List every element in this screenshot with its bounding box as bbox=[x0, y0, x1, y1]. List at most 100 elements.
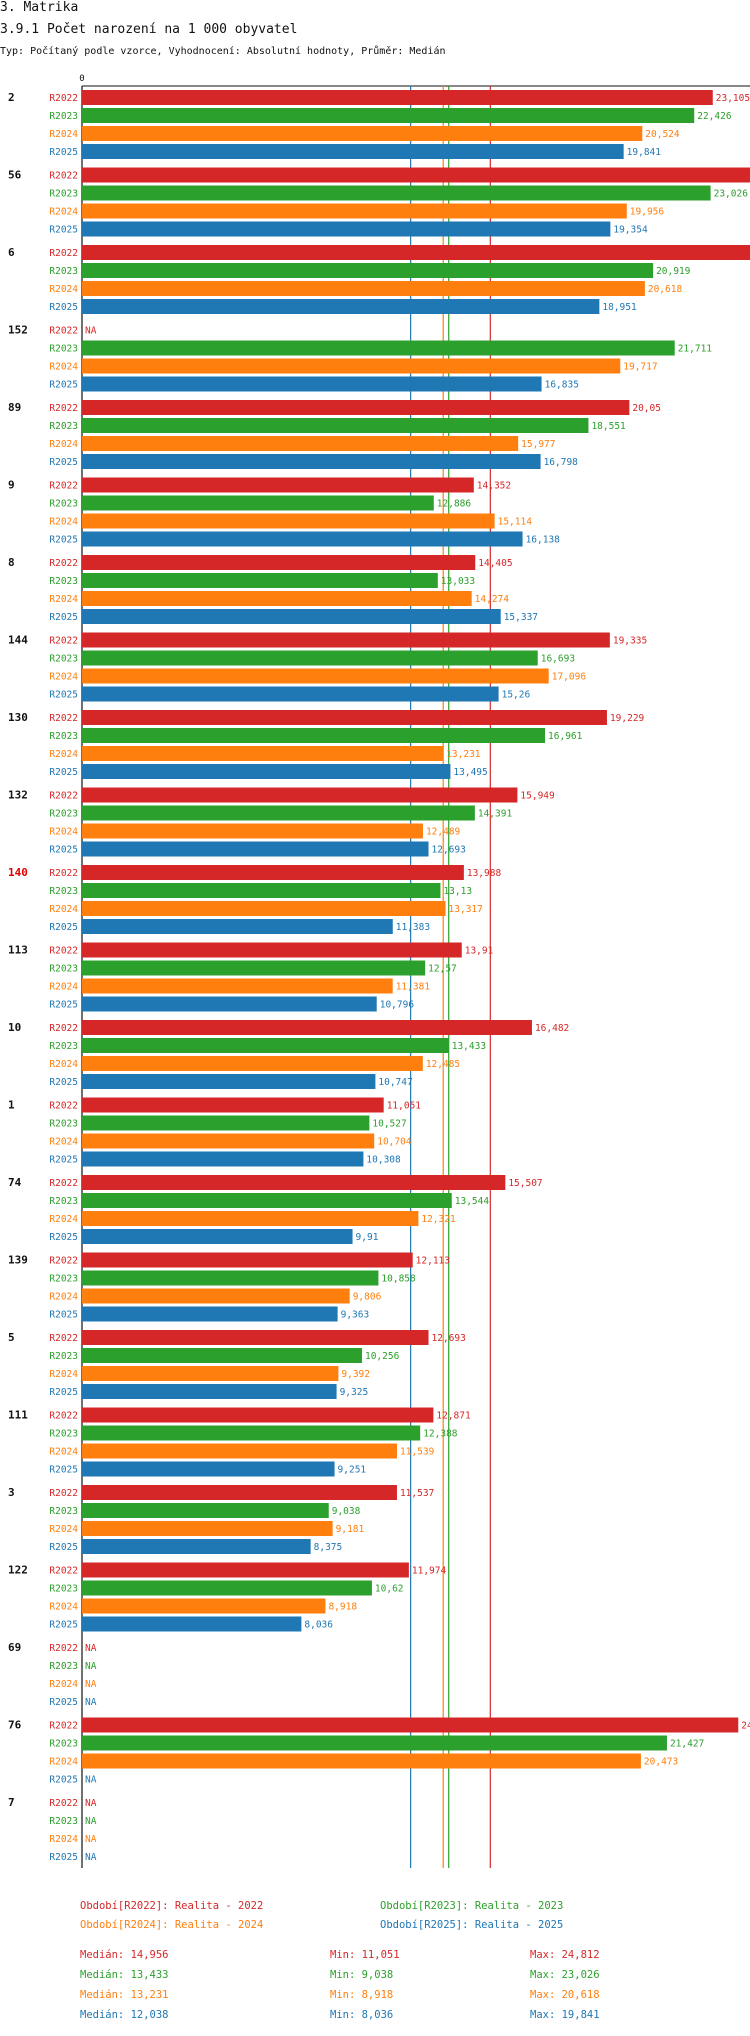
data-label: 23,105 bbox=[716, 93, 750, 104]
bar bbox=[82, 1616, 302, 1632]
series-label: R2022 bbox=[49, 171, 78, 182]
group-label: 152 bbox=[8, 324, 28, 337]
na-label: NA bbox=[85, 1852, 97, 1863]
na-label: NA bbox=[85, 1834, 97, 1845]
group-label: 5 bbox=[8, 1331, 15, 1344]
group-label: 76 bbox=[8, 1719, 22, 1732]
series-label: R2024 bbox=[49, 982, 78, 993]
series-label: R2024 bbox=[49, 439, 78, 450]
group-label: 9 bbox=[8, 479, 15, 492]
bar bbox=[82, 1133, 375, 1149]
data-label: 14,274 bbox=[475, 594, 510, 605]
bar bbox=[82, 1229, 353, 1244]
group-label: 89 bbox=[8, 401, 21, 414]
legend-max: Max: 19,841 bbox=[530, 2009, 600, 2021]
group-label: 74 bbox=[8, 1176, 22, 1189]
bar bbox=[82, 865, 464, 880]
bar bbox=[82, 883, 441, 898]
series-label: R2025 bbox=[49, 225, 78, 236]
bar bbox=[82, 1407, 434, 1423]
group-label: 6 bbox=[8, 246, 15, 259]
series-label: R2023 bbox=[49, 1661, 78, 1672]
bar bbox=[82, 668, 549, 684]
series-label: R2025 bbox=[49, 1077, 78, 1088]
series-label: R2025 bbox=[49, 457, 78, 468]
group-label: 8 bbox=[8, 556, 15, 569]
bar bbox=[82, 513, 495, 529]
data-label: 9,181 bbox=[336, 1524, 365, 1535]
bar bbox=[82, 1503, 329, 1518]
data-label: 15,507 bbox=[508, 1178, 542, 1189]
bar bbox=[82, 650, 538, 666]
data-label: 10,62 bbox=[375, 1584, 404, 1595]
bar bbox=[82, 996, 377, 1012]
legend-period: Období[R2025]: Realita - 2025 bbox=[380, 1919, 564, 1931]
series-label: R2025 bbox=[49, 1310, 78, 1321]
data-label: 18,551 bbox=[591, 421, 626, 432]
bar bbox=[82, 1288, 350, 1304]
series-label: R2022 bbox=[49, 791, 78, 802]
data-label: 20,473 bbox=[644, 1757, 678, 1768]
legend-period: Období[R2024]: Realita - 2024 bbox=[80, 1919, 264, 1931]
group-label: 2 bbox=[8, 91, 15, 104]
data-label: 9,806 bbox=[353, 1292, 382, 1303]
data-label: 15,26 bbox=[502, 690, 531, 701]
series-label: R2025 bbox=[49, 302, 78, 313]
bar bbox=[82, 901, 446, 916]
data-label: 11,537 bbox=[400, 1488, 434, 1499]
group-label: 139 bbox=[8, 1254, 28, 1267]
data-label: 9,251 bbox=[338, 1465, 367, 1476]
bar bbox=[82, 1175, 506, 1190]
data-label: 19,354 bbox=[613, 225, 648, 236]
series-label: R2025 bbox=[49, 612, 78, 623]
series-label: R2025 bbox=[49, 845, 78, 856]
bar bbox=[82, 1753, 641, 1769]
series-label: R2024 bbox=[49, 1834, 78, 1845]
data-label: 16,835 bbox=[545, 380, 579, 391]
series-label: R2023 bbox=[49, 886, 78, 897]
legend-min: Min: 11,051 bbox=[330, 1949, 400, 1961]
data-label: 16,482 bbox=[535, 1023, 569, 1034]
data-label: 15,114 bbox=[498, 517, 533, 528]
series-label: R2025 bbox=[49, 1775, 78, 1786]
data-label: 12,886 bbox=[437, 499, 472, 510]
series-label: R2023 bbox=[49, 421, 78, 432]
bar bbox=[82, 281, 645, 296]
series-label: R2022 bbox=[49, 558, 78, 569]
series-label: R2024 bbox=[49, 1214, 78, 1225]
bar bbox=[82, 1735, 667, 1751]
data-label: 14,391 bbox=[478, 809, 513, 820]
data-label: 13,988 bbox=[467, 868, 502, 879]
bar bbox=[82, 299, 600, 314]
group-label: 144 bbox=[8, 634, 28, 647]
bar bbox=[82, 454, 541, 469]
series-label: R2024 bbox=[49, 904, 78, 915]
series-label: R2025 bbox=[49, 1387, 78, 1398]
legend-median: Medián: 13,433 bbox=[80, 1969, 169, 1981]
data-label: 12,489 bbox=[426, 827, 461, 838]
data-label: 11,381 bbox=[396, 982, 431, 993]
series-label: R2025 bbox=[49, 380, 78, 391]
bar bbox=[82, 609, 501, 624]
bar bbox=[82, 764, 451, 779]
bar-chart: 0 2 R2022 23,105 R2023 22,426 R2024 20,524 R2025… bbox=[8, 74, 750, 1868]
bar bbox=[82, 1193, 452, 1208]
data-label: 8,375 bbox=[314, 1542, 343, 1553]
legend-min: Min: 8,036 bbox=[330, 2009, 394, 2021]
bar bbox=[82, 245, 750, 260]
data-label: 14,352 bbox=[477, 481, 511, 492]
bar bbox=[82, 960, 426, 976]
group-label: 130 bbox=[8, 711, 28, 724]
bar bbox=[82, 1443, 398, 1459]
data-label: 13,033 bbox=[441, 576, 475, 587]
bar bbox=[82, 942, 462, 958]
na-label: NA bbox=[85, 1661, 97, 1672]
series-label: R2024 bbox=[49, 129, 78, 140]
bar bbox=[82, 1461, 335, 1477]
bar bbox=[82, 1425, 421, 1441]
series-label: R2023 bbox=[49, 111, 78, 122]
bar bbox=[82, 1097, 384, 1113]
data-label: 12,57 bbox=[428, 964, 457, 975]
bar bbox=[82, 1270, 379, 1286]
bar bbox=[82, 1330, 429, 1345]
